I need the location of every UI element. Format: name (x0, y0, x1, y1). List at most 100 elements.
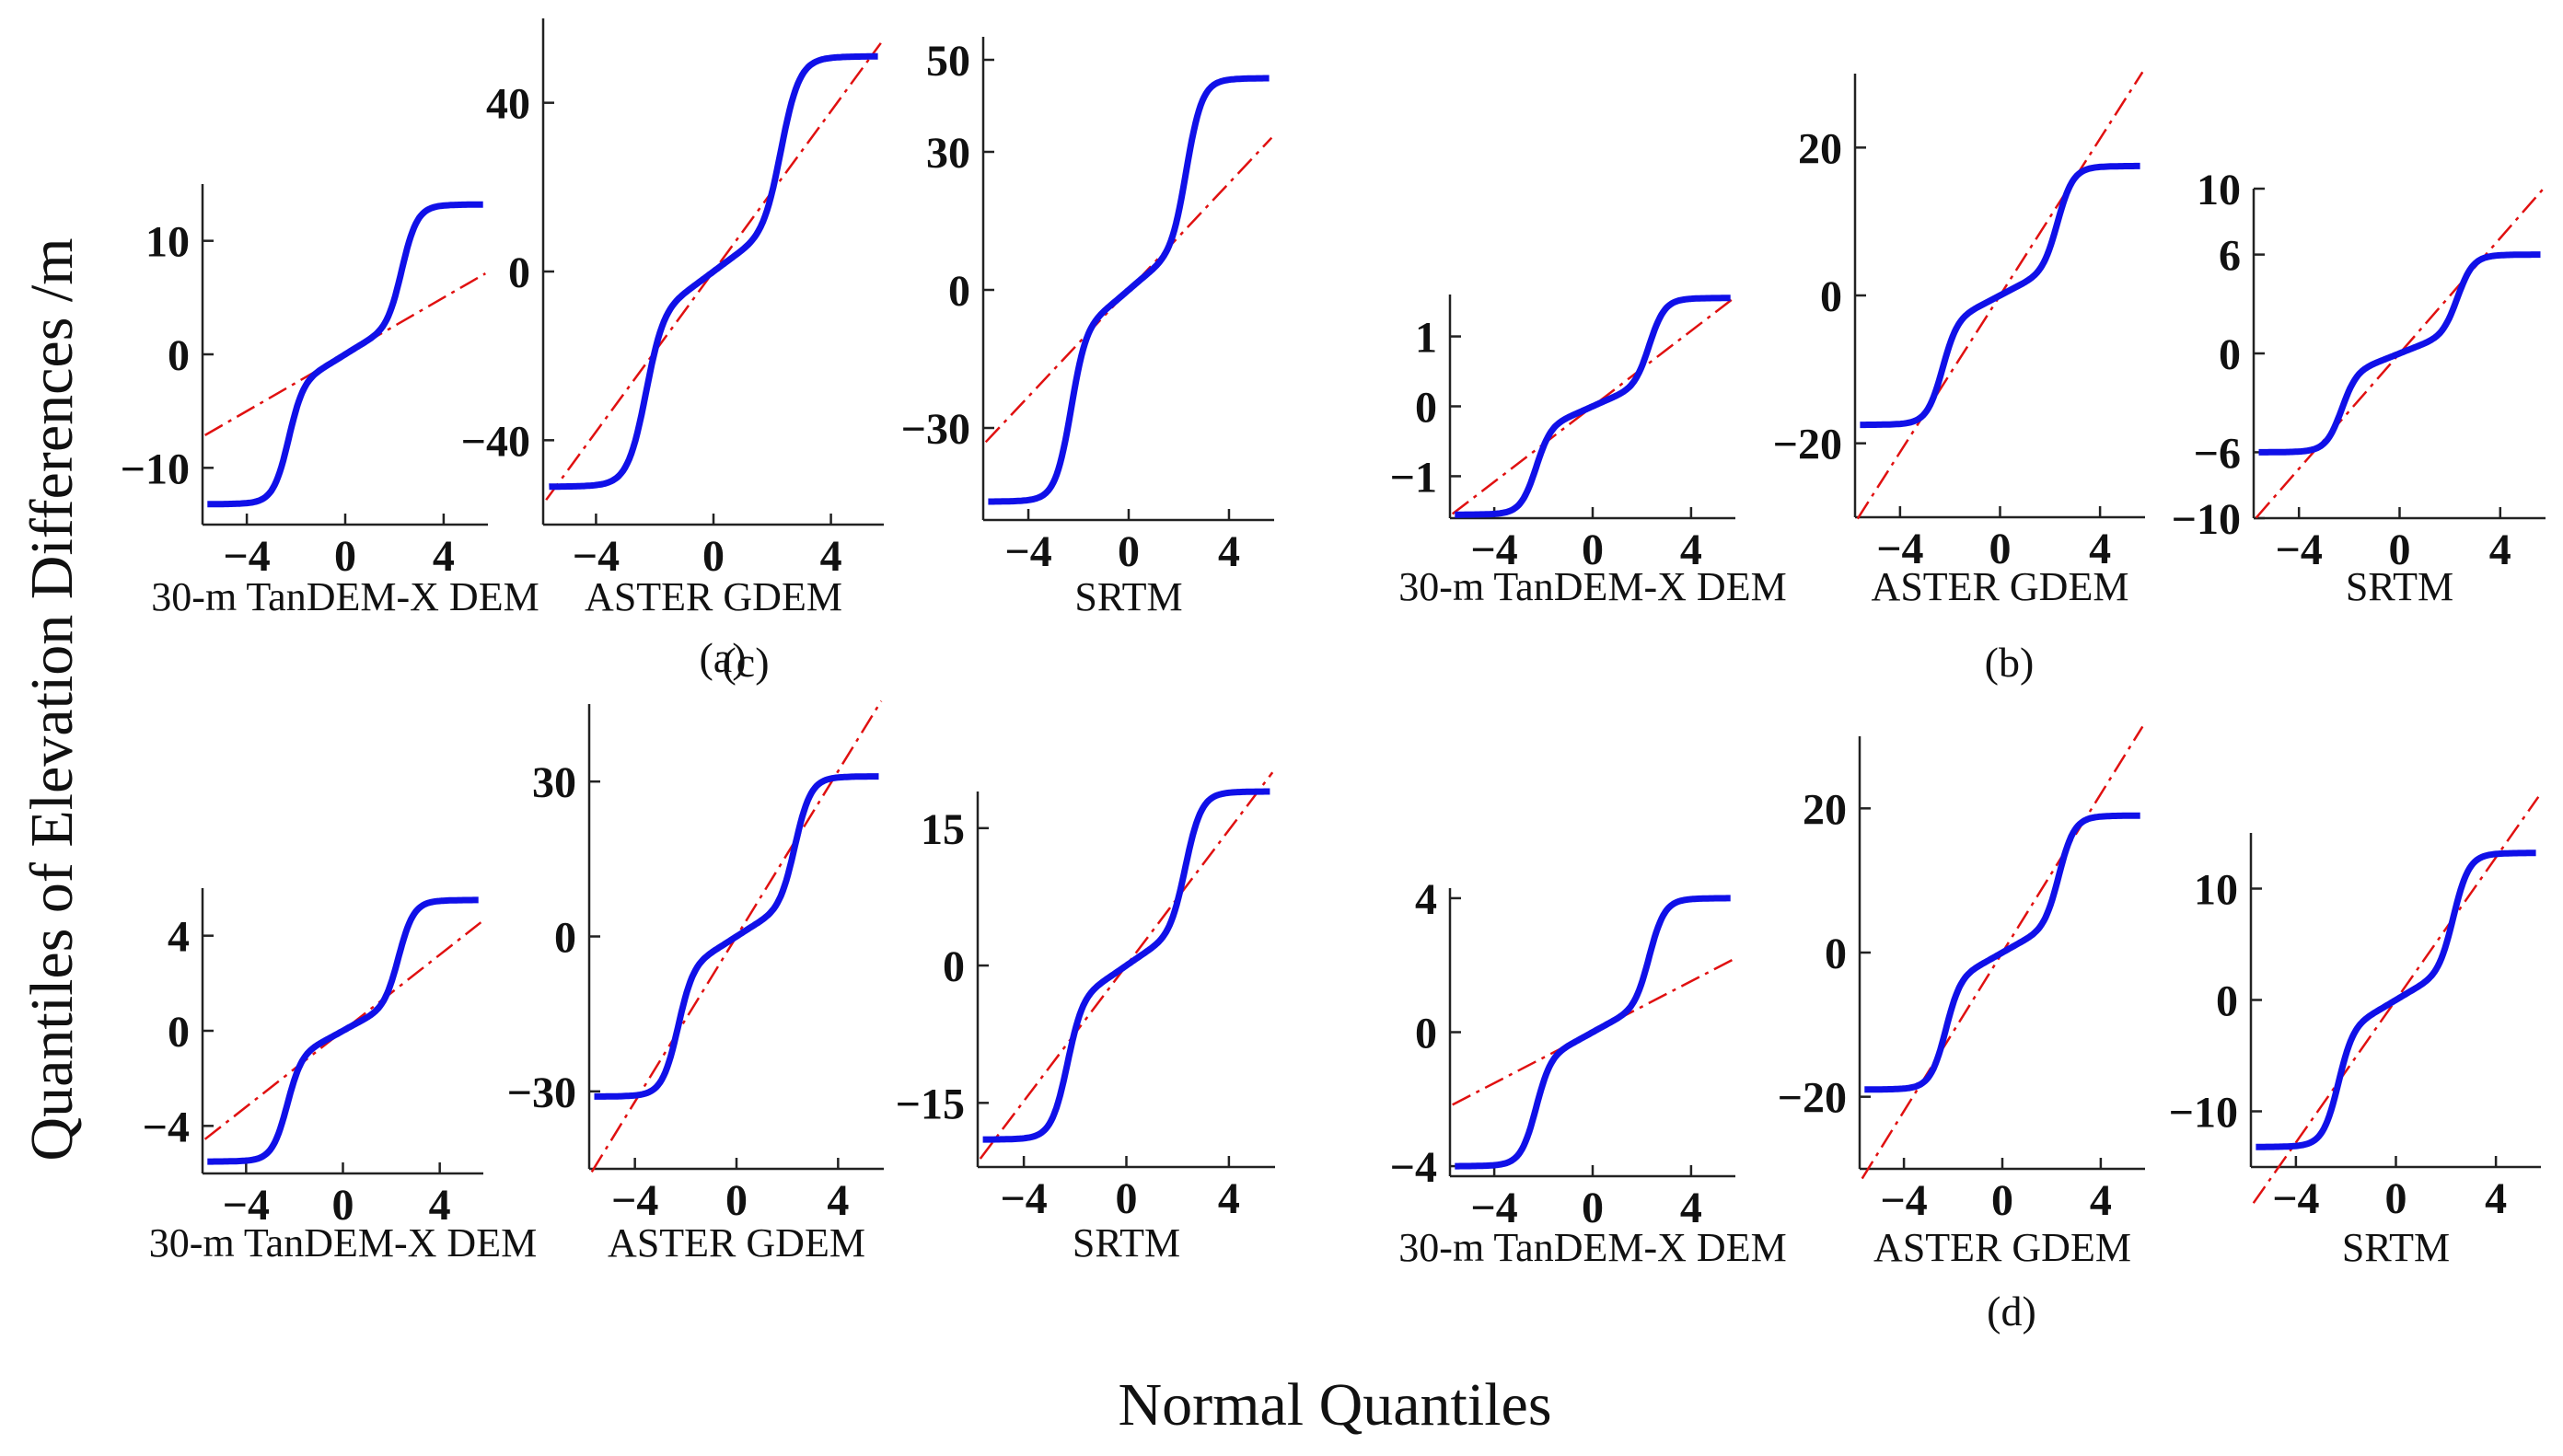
y-tick-label: 0 (1825, 930, 1847, 978)
x-tick-label: 4 (1218, 1174, 1240, 1223)
quantile-curve (592, 773, 881, 1100)
panel-x-label: ASTER GDEM (585, 574, 842, 619)
quantile-curve (1453, 295, 1733, 518)
x-tick-label: 4 (1680, 1184, 1702, 1232)
x-tick-label: 0 (2385, 1174, 2407, 1223)
y-tick-label: −20 (1778, 1074, 1847, 1123)
x-tick-label: 0 (332, 1181, 354, 1230)
group-label: (a) (699, 634, 746, 681)
quantile-curve (1858, 162, 2142, 429)
x-tick-label: −4 (611, 1176, 658, 1225)
x-tick-label: 0 (702, 532, 725, 581)
y-tick-label: 0 (168, 1008, 190, 1057)
group-label: (c) (722, 639, 769, 686)
panel-x-label: ASTER GDEM (1872, 564, 2129, 609)
chart-panel: −4 0 4 −20 0 20 ASTER GDEM (d) (1778, 725, 2145, 1335)
x-tick-label: 0 (2389, 526, 2411, 574)
quantile-curve (2254, 849, 2538, 1150)
figure-x-axis-title: Normal Quantiles (1118, 1371, 1551, 1439)
figure-y-axis-title: Quantiles of Elevation Differences /m (18, 237, 86, 1161)
x-tick-label: 4 (1680, 526, 1702, 574)
x-tick-label: −4 (1470, 526, 1517, 574)
group-label: (b) (1985, 639, 2035, 686)
x-tick-label: 4 (2485, 1174, 2507, 1223)
quantile-curve (981, 788, 1271, 1143)
y-tick-label: −15 (896, 1080, 965, 1128)
x-tick-label: −4 (573, 532, 620, 581)
quantile-curve (205, 201, 485, 508)
y-tick-label: 0 (2219, 330, 2241, 379)
chart-panel: −4 0 4 −20 0 20 ASTER GDEM (b) (1773, 71, 2145, 686)
chart-panel: −4 0 4 −1 0 1 30-m TanDEM-X DEM (1390, 295, 1787, 609)
panel-x-label: ASTER GDEM (1873, 1225, 2131, 1270)
x-tick-label: 0 (334, 532, 356, 581)
y-tick-label: −1 (1390, 453, 1437, 502)
y-tick-label: 40 (486, 80, 530, 129)
y-tick-label: −30 (901, 405, 970, 454)
panel-x-label: 30-m TanDEM-X DEM (149, 1220, 537, 1265)
y-tick-label: −20 (1773, 421, 1842, 469)
y-tick-label: 0 (554, 914, 576, 963)
panel-x-label: 30-m TanDEM-X DEM (1398, 1225, 1786, 1270)
x-tick-label: −4 (2276, 526, 2323, 574)
y-tick-label: −30 (507, 1069, 576, 1117)
x-tick-label: 4 (2089, 525, 2111, 573)
y-tick-label: 15 (921, 805, 965, 854)
y-tick-label: 10 (145, 218, 190, 267)
y-tick-label: 0 (1820, 272, 1842, 321)
y-tick-label: 1 (1415, 314, 1437, 363)
x-tick-label: 4 (1218, 527, 1240, 576)
quantile-curve (1862, 812, 2142, 1093)
x-tick-label: −4 (223, 1181, 270, 1230)
y-tick-label: 0 (168, 331, 190, 380)
x-tick-label: −4 (1004, 527, 1051, 576)
panel-x-label: SRTM (1073, 1220, 1180, 1265)
panel-x-label: SRTM (1074, 574, 1182, 619)
y-tick-label: 4 (1415, 875, 1437, 924)
x-tick-label: 0 (1116, 1174, 1138, 1223)
x-tick-label: −4 (1000, 1174, 1047, 1223)
y-tick-label: 30 (926, 129, 970, 178)
reference-line (979, 771, 1274, 1160)
quantile-curve (2256, 251, 2543, 456)
chart-panel: −4 0 4 −10 0 10 SRTM (2169, 796, 2541, 1270)
x-tick-label: 4 (429, 1181, 451, 1230)
x-tick-label: −4 (2272, 1174, 2319, 1223)
y-tick-label: −40 (461, 417, 530, 466)
x-tick-label: −4 (1470, 1184, 1517, 1232)
chart-panel: −4 0 4 −30 0 30 ASTER GDEM (c) (507, 639, 884, 1265)
reference-line (545, 42, 882, 501)
chart-panel: −4 0 4 −10 −6 0 6 10 SRTM (2172, 166, 2546, 609)
quantile-curve (1453, 895, 1733, 1170)
y-tick-label: −4 (143, 1103, 190, 1151)
panel-x-label: 30-m TanDEM-X DEM (151, 574, 539, 619)
x-tick-label: 4 (827, 1176, 849, 1225)
reference-line (984, 136, 1273, 444)
panel-x-label: SRTM (2342, 1225, 2450, 1270)
y-tick-label: 0 (508, 248, 530, 297)
x-tick-label: 4 (433, 532, 455, 581)
y-tick-label: −10 (2169, 1089, 2238, 1138)
x-tick-label: −4 (1880, 1176, 1927, 1225)
panel-x-label: ASTER GDEM (608, 1220, 865, 1265)
quantile-curve (548, 52, 879, 491)
x-tick-label: 4 (2090, 1176, 2112, 1225)
chart-panel: −4 0 4 −15 0 15 SRTM (896, 771, 1275, 1265)
y-tick-label: 10 (2194, 866, 2238, 915)
x-tick-label: 0 (725, 1176, 748, 1225)
y-tick-label: −6 (2194, 429, 2241, 478)
x-tick-label: 0 (1989, 525, 2012, 573)
y-tick-label: 4 (168, 913, 190, 962)
x-tick-label: 0 (1991, 1176, 2013, 1225)
y-tick-label: −10 (2172, 495, 2241, 544)
group-label: (d) (1987, 1288, 2036, 1335)
x-tick-label: 4 (2489, 526, 2511, 574)
x-tick-label: 4 (820, 532, 842, 581)
x-tick-label: 0 (1582, 526, 1604, 574)
y-tick-label: 0 (1415, 384, 1437, 433)
y-tick-label: 20 (1803, 785, 1847, 834)
